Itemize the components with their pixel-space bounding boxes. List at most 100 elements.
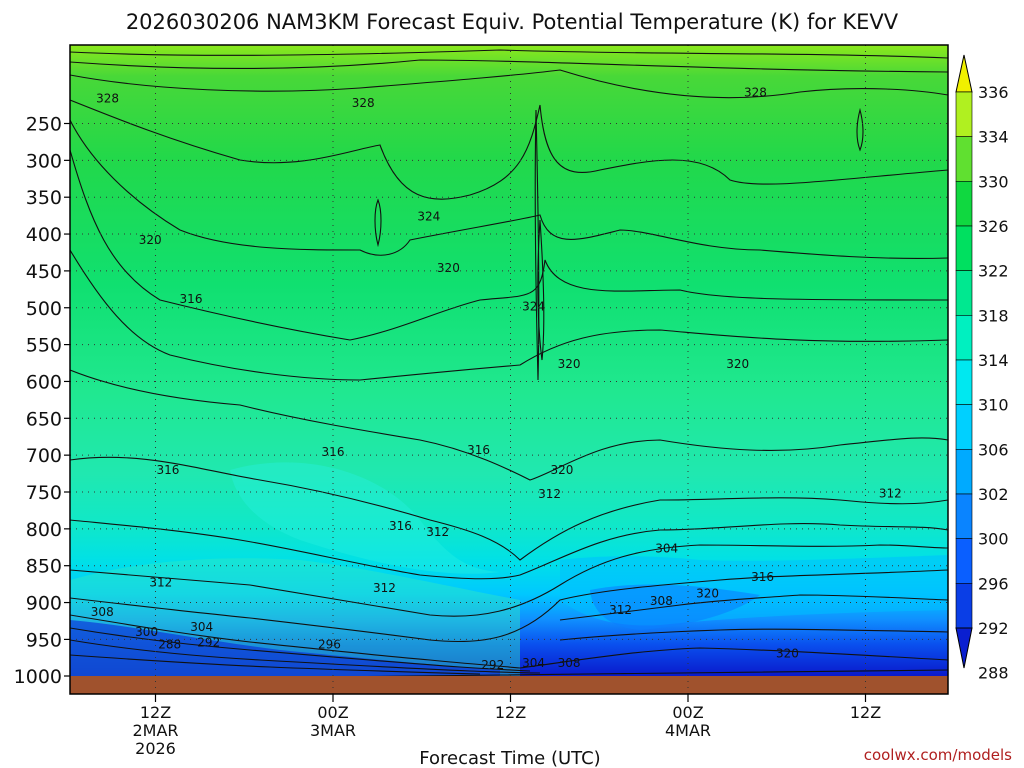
colorbar-label: 318 <box>978 306 1009 325</box>
contour-label: 312 <box>609 603 632 617</box>
y-tick-label: 350 <box>26 187 62 209</box>
cold-pool <box>590 584 760 630</box>
x-tick-label: 00Z <box>317 703 348 722</box>
y-tick-label: 1000 <box>14 666 62 688</box>
chart-title: 2026030206 NAM3KM Forecast Equiv. Potent… <box>126 10 899 34</box>
credit-text: coolwx.com/models <box>864 746 1012 764</box>
contour-label: 312 <box>149 576 172 590</box>
x-tick-label: 4MAR <box>665 721 711 740</box>
contour-label: 324 <box>522 299 545 313</box>
y-tick-label: 250 <box>26 114 62 136</box>
contour-label: 308 <box>558 656 581 670</box>
contour-label: 320 <box>726 357 749 371</box>
colorbar-label: 306 <box>978 440 1009 459</box>
y-axis: 250 300 350 400 450 500 550 600 650 700 750 800 850 9… <box>14 114 70 688</box>
contour-label: 320 <box>558 357 581 371</box>
x-tick-label: 12Z <box>140 703 171 722</box>
colorbar-segment <box>955 583 973 629</box>
colorbar-label: 292 <box>978 619 1009 638</box>
colorbar-segment <box>955 181 973 227</box>
colorbar-label: 336 <box>978 83 1009 102</box>
colorbar-label: 302 <box>978 485 1009 504</box>
contour-label: 316 <box>751 570 774 584</box>
y-tick-label: 700 <box>26 445 62 467</box>
colorbar-label: 296 <box>978 574 1009 593</box>
contour-label: 328 <box>352 96 375 110</box>
x-tick-label: 12Z <box>495 703 526 722</box>
contour-label: 328 <box>744 86 767 100</box>
colorbar-segment <box>955 91 973 137</box>
contour-label: 312 <box>538 487 561 501</box>
contour-label: 292 <box>481 658 504 672</box>
contour-label: 320 <box>776 646 799 660</box>
contour-label: 320 <box>696 587 719 601</box>
contour-label: 316 <box>322 445 345 459</box>
x-tick-label: 3MAR <box>310 721 356 740</box>
colorbar-segment <box>955 449 973 495</box>
y-tick-label: 950 <box>26 629 62 651</box>
contour-label: 320 <box>551 463 574 477</box>
contour-label: 304 <box>522 656 545 670</box>
contour-label: 308 <box>91 605 114 619</box>
contour-label: 316 <box>467 443 490 457</box>
contour-label: 312 <box>373 581 396 595</box>
colorbar-label: 330 <box>978 172 1009 191</box>
pressure-grid <box>70 45 948 694</box>
x-tick-label: 12Z <box>850 703 881 722</box>
colorbar-segment <box>955 538 973 584</box>
contour-label: 304 <box>655 542 678 556</box>
colorbar-segment <box>955 136 973 182</box>
colorbar-label: 288 <box>978 664 1009 683</box>
contour-label: 300 <box>135 625 158 639</box>
ground-strip <box>70 676 948 694</box>
colorbar-segment <box>955 359 973 405</box>
contour-label: 320 <box>437 261 460 275</box>
x-tick-label: 2026 <box>135 739 176 758</box>
contour-label: 316 <box>389 519 412 533</box>
colorbar-label: 326 <box>978 217 1009 236</box>
contour-label: 316 <box>180 292 203 306</box>
contour-label: 296 <box>318 638 341 652</box>
y-tick-label: 650 <box>26 408 62 430</box>
x-tick-label: 00Z <box>672 703 703 722</box>
y-tick-label: 800 <box>26 519 62 541</box>
x-axis-label: Forecast Time (UTC) <box>419 748 600 768</box>
contour-label: 312 <box>426 525 449 539</box>
y-tick-label: 450 <box>26 261 62 283</box>
y-tick-label: 600 <box>26 371 62 393</box>
y-tick-label: 900 <box>26 593 62 615</box>
contour-label: 288 <box>158 638 181 652</box>
plot-frame <box>69 44 949 695</box>
colorbar-label: 310 <box>978 396 1009 415</box>
y-tick-label: 300 <box>26 150 62 172</box>
colorbar-segment <box>955 225 973 271</box>
colorbar-segment <box>955 315 973 361</box>
colorbar-bottom-arrow <box>955 627 973 669</box>
contour-label: 324 <box>417 209 440 223</box>
y-tick-label: 500 <box>26 298 62 320</box>
colorbar-label: 300 <box>978 530 1009 549</box>
contour-lines <box>70 49 948 676</box>
y-tick-label: 850 <box>26 556 62 578</box>
colorbar-segment <box>955 404 973 450</box>
colorbar-label: 314 <box>978 351 1009 370</box>
contour-label: 304 <box>190 620 213 634</box>
y-tick-label: 550 <box>26 335 62 357</box>
contour-label: 316 <box>156 463 179 477</box>
colorbar-segment <box>955 270 973 316</box>
x-tick-label: 2MAR <box>132 721 178 740</box>
colorbar-top-arrow <box>955 54 973 93</box>
y-tick-label: 750 <box>26 482 62 504</box>
contour-label: 320 <box>139 233 162 247</box>
colorbar: 336 334 330 326 322 318 314 310 306 302 300 296 292 2… <box>955 54 1009 683</box>
y-tick-label: 400 <box>26 224 62 246</box>
contour-label: 308 <box>650 594 673 608</box>
contour-label: 328 <box>96 91 119 105</box>
cyan-band <box>230 462 500 574</box>
contour-label: 292 <box>197 635 220 649</box>
colorbar-segment <box>955 493 973 539</box>
contour-label: 312 <box>879 486 902 500</box>
colorbar-label: 322 <box>978 262 1009 281</box>
